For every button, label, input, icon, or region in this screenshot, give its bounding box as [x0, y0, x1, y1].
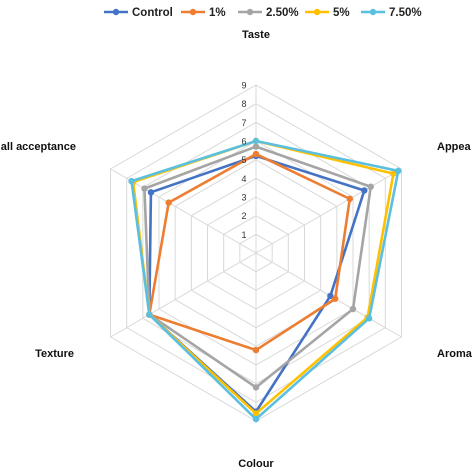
legend-label-1: 1%: [209, 7, 226, 19]
legend-item-3: 5%: [305, 7, 350, 19]
series-1-point-3: [252, 346, 260, 354]
tick-label-8: 8: [241, 99, 246, 109]
tick-label-1: 1: [241, 230, 246, 240]
axis-label-0: Taste: [242, 29, 270, 41]
series-0-point-1: [361, 187, 368, 194]
tick-label-4: 4: [241, 174, 246, 184]
series-4-point-5: [128, 177, 135, 185]
series-3-point-1: [390, 170, 397, 177]
series-2-point-0: [252, 143, 260, 150]
tick-label-7: 7: [241, 118, 246, 128]
axis-label-2: Aroma: [437, 348, 473, 360]
series-4-point-0: [252, 137, 260, 145]
series-2-point-1: [367, 183, 374, 190]
series-2-point-2: [349, 305, 357, 313]
chart-legend: Control 1% 2.50% 5% 7.50%: [104, 7, 422, 19]
legend-label-2: 2.50%: [266, 7, 299, 19]
legend-marker-4: [369, 8, 377, 16]
series-1-point-5: [165, 199, 172, 206]
series-1-point-2: [332, 295, 339, 302]
series-2: [141, 143, 374, 391]
grid-spoke-1: [255, 168, 402, 254]
legend-marker-3: [313, 8, 321, 16]
series-4: [128, 137, 402, 423]
legend-label-0: Control: [132, 7, 173, 19]
legend-label-4: 7.50%: [389, 7, 422, 19]
series-2-point-3: [252, 384, 260, 391]
series-1-point-0: [252, 150, 260, 158]
series-4-point-4: [146, 311, 153, 318]
legend-item-2: 2.50%: [238, 7, 299, 19]
series-1-point-1: [346, 195, 353, 203]
radar-ticks: 1 2 3 4 5 6 7 8 9: [241, 81, 246, 240]
series-0-point-5: [147, 189, 155, 196]
grid-spoke-4: [110, 252, 257, 338]
tick-label-9: 9: [241, 81, 246, 91]
legend-marker-1: [189, 8, 197, 16]
series-2-point-5: [141, 185, 148, 192]
tick-label-3: 3: [241, 193, 246, 203]
axis-label-5: all acceptance: [1, 141, 76, 153]
legend-item-0: Control: [104, 7, 173, 19]
tick-label-2: 2: [241, 211, 246, 221]
axis-label-3: Colour: [238, 458, 274, 470]
axis-label-4: Texture: [35, 348, 74, 360]
legend-marker-0: [112, 8, 120, 16]
legend-item-4: 7.50%: [361, 7, 422, 19]
legend-label-3: 5%: [333, 7, 350, 19]
radar-axis-labels: Taste Appea Aroma Colour Texture all acceptan…: [1, 29, 473, 470]
series-3-point-3: [252, 410, 260, 417]
radar-grid: [110, 84, 402, 422]
tick-label-5: 5: [241, 155, 246, 165]
axis-label-1: Appea: [437, 141, 472, 153]
legend-item-1: 1%: [181, 7, 226, 19]
series-1: [146, 150, 353, 354]
series-4-point-1: [395, 167, 402, 175]
series-4-point-3: [252, 415, 260, 423]
series-4-point-2: [365, 315, 373, 322]
radar-series: [128, 137, 402, 423]
series-0-point-2: [327, 292, 334, 300]
legend-marker-2: [246, 8, 254, 16]
tick-label-6: 6: [241, 137, 246, 147]
